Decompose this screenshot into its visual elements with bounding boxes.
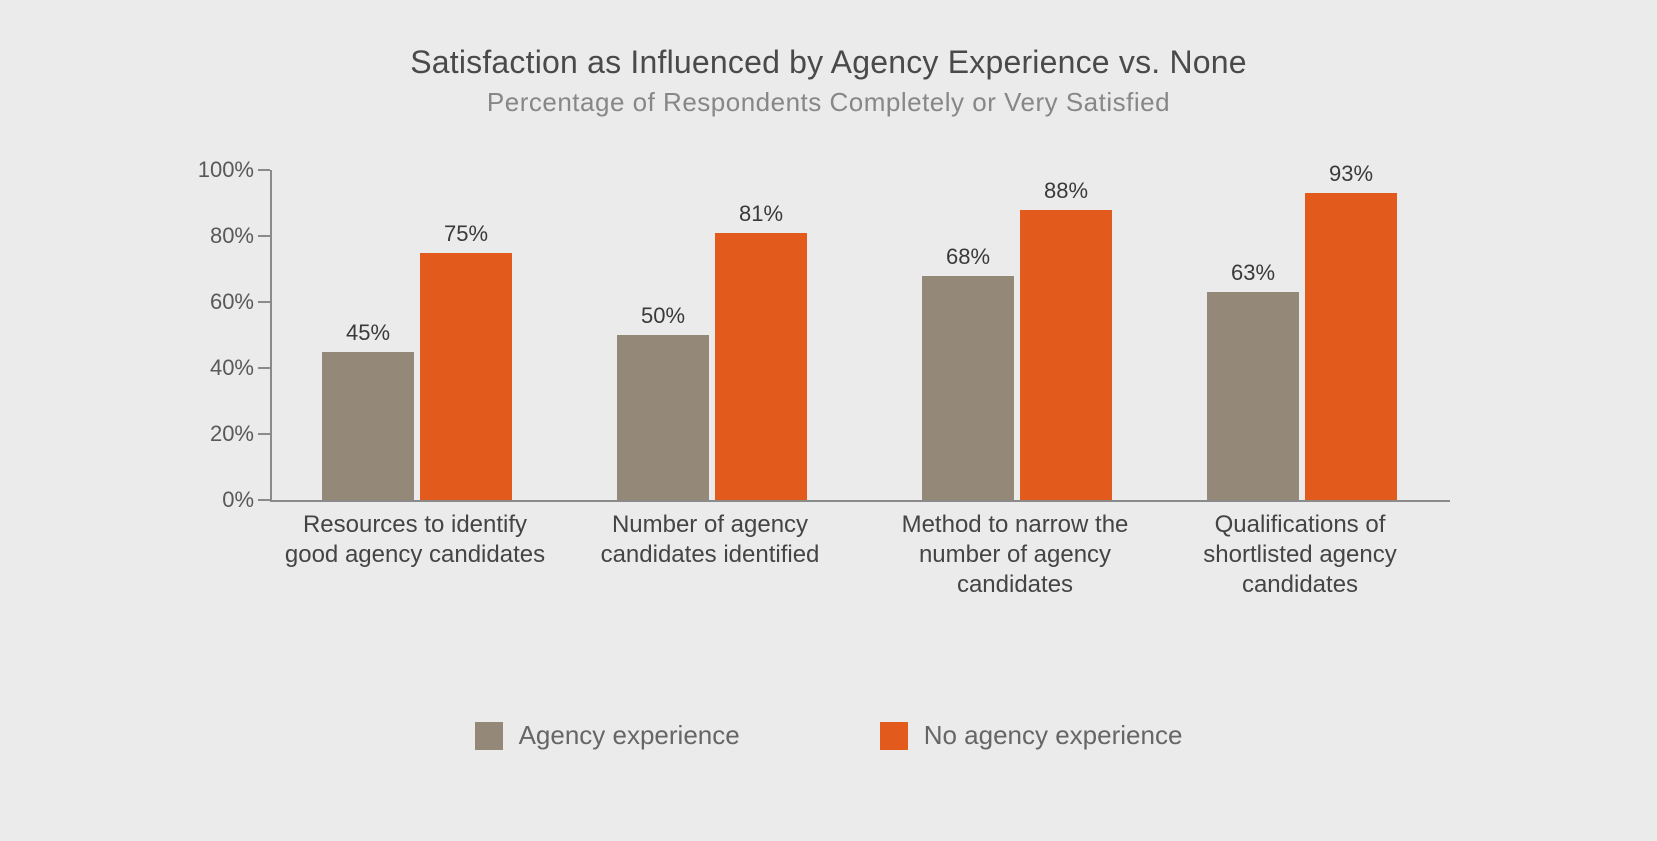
bar-value-label: 45% bbox=[346, 320, 390, 346]
legend-swatch bbox=[475, 722, 503, 750]
legend-swatch bbox=[880, 722, 908, 750]
y-tick-label: 40% bbox=[210, 355, 254, 381]
bar: 75% bbox=[420, 253, 512, 501]
bar: 63% bbox=[1207, 292, 1299, 500]
chart-title: Satisfaction as Influenced by Agency Exp… bbox=[0, 44, 1657, 81]
category-label: Resources to identify good agency candid… bbox=[275, 510, 555, 570]
bar-group: 50%81% bbox=[617, 233, 807, 500]
bar: 68% bbox=[922, 276, 1014, 500]
category-label: Method to narrow the number of agency ca… bbox=[875, 510, 1155, 600]
bar-group: 63%93% bbox=[1207, 193, 1397, 500]
bar: 93% bbox=[1305, 193, 1397, 500]
legend-label: Agency experience bbox=[519, 720, 740, 751]
y-tick bbox=[258, 499, 270, 501]
category-label: Qualifications of shortlisted agency can… bbox=[1160, 510, 1440, 600]
y-tick-label: 60% bbox=[210, 289, 254, 315]
y-tick-label: 0% bbox=[222, 487, 254, 513]
bar: 50% bbox=[617, 335, 709, 500]
bar-value-label: 88% bbox=[1044, 178, 1088, 204]
bar-value-label: 68% bbox=[946, 244, 990, 270]
legend-item: No agency experience bbox=[880, 720, 1183, 751]
legend-item: Agency experience bbox=[475, 720, 740, 751]
category-label: Number of agency candidates identified bbox=[570, 510, 850, 570]
bar-value-label: 93% bbox=[1329, 161, 1373, 187]
y-tick-label: 80% bbox=[210, 223, 254, 249]
bar-value-label: 75% bbox=[444, 221, 488, 247]
y-tick bbox=[258, 169, 270, 171]
chart-subtitle: Percentage of Respondents Completely or … bbox=[0, 87, 1657, 118]
y-tick bbox=[258, 367, 270, 369]
bar: 81% bbox=[715, 233, 807, 500]
bar-value-label: 81% bbox=[739, 201, 783, 227]
plot-area: 0%20%40%60%80%100%45%75%50%81%68%88%63%9… bbox=[270, 170, 1450, 502]
bar-group: 68%88% bbox=[922, 210, 1112, 500]
title-block: Satisfaction as Influenced by Agency Exp… bbox=[0, 0, 1657, 118]
chart-container: Satisfaction as Influenced by Agency Exp… bbox=[0, 0, 1657, 841]
bar: 88% bbox=[1020, 210, 1112, 500]
legend-label: No agency experience bbox=[924, 720, 1183, 751]
y-tick bbox=[258, 235, 270, 237]
legend: Agency experience No agency experience bbox=[0, 720, 1657, 751]
y-tick-label: 100% bbox=[198, 157, 254, 183]
chart-area: 0%20%40%60%80%100%45%75%50%81%68%88%63%9… bbox=[210, 170, 1450, 530]
y-tick bbox=[258, 433, 270, 435]
y-tick bbox=[258, 301, 270, 303]
y-tick-label: 20% bbox=[210, 421, 254, 447]
bar-value-label: 63% bbox=[1231, 260, 1275, 286]
bar-group: 45%75% bbox=[322, 253, 512, 501]
bar-value-label: 50% bbox=[641, 303, 685, 329]
bar: 45% bbox=[322, 352, 414, 501]
